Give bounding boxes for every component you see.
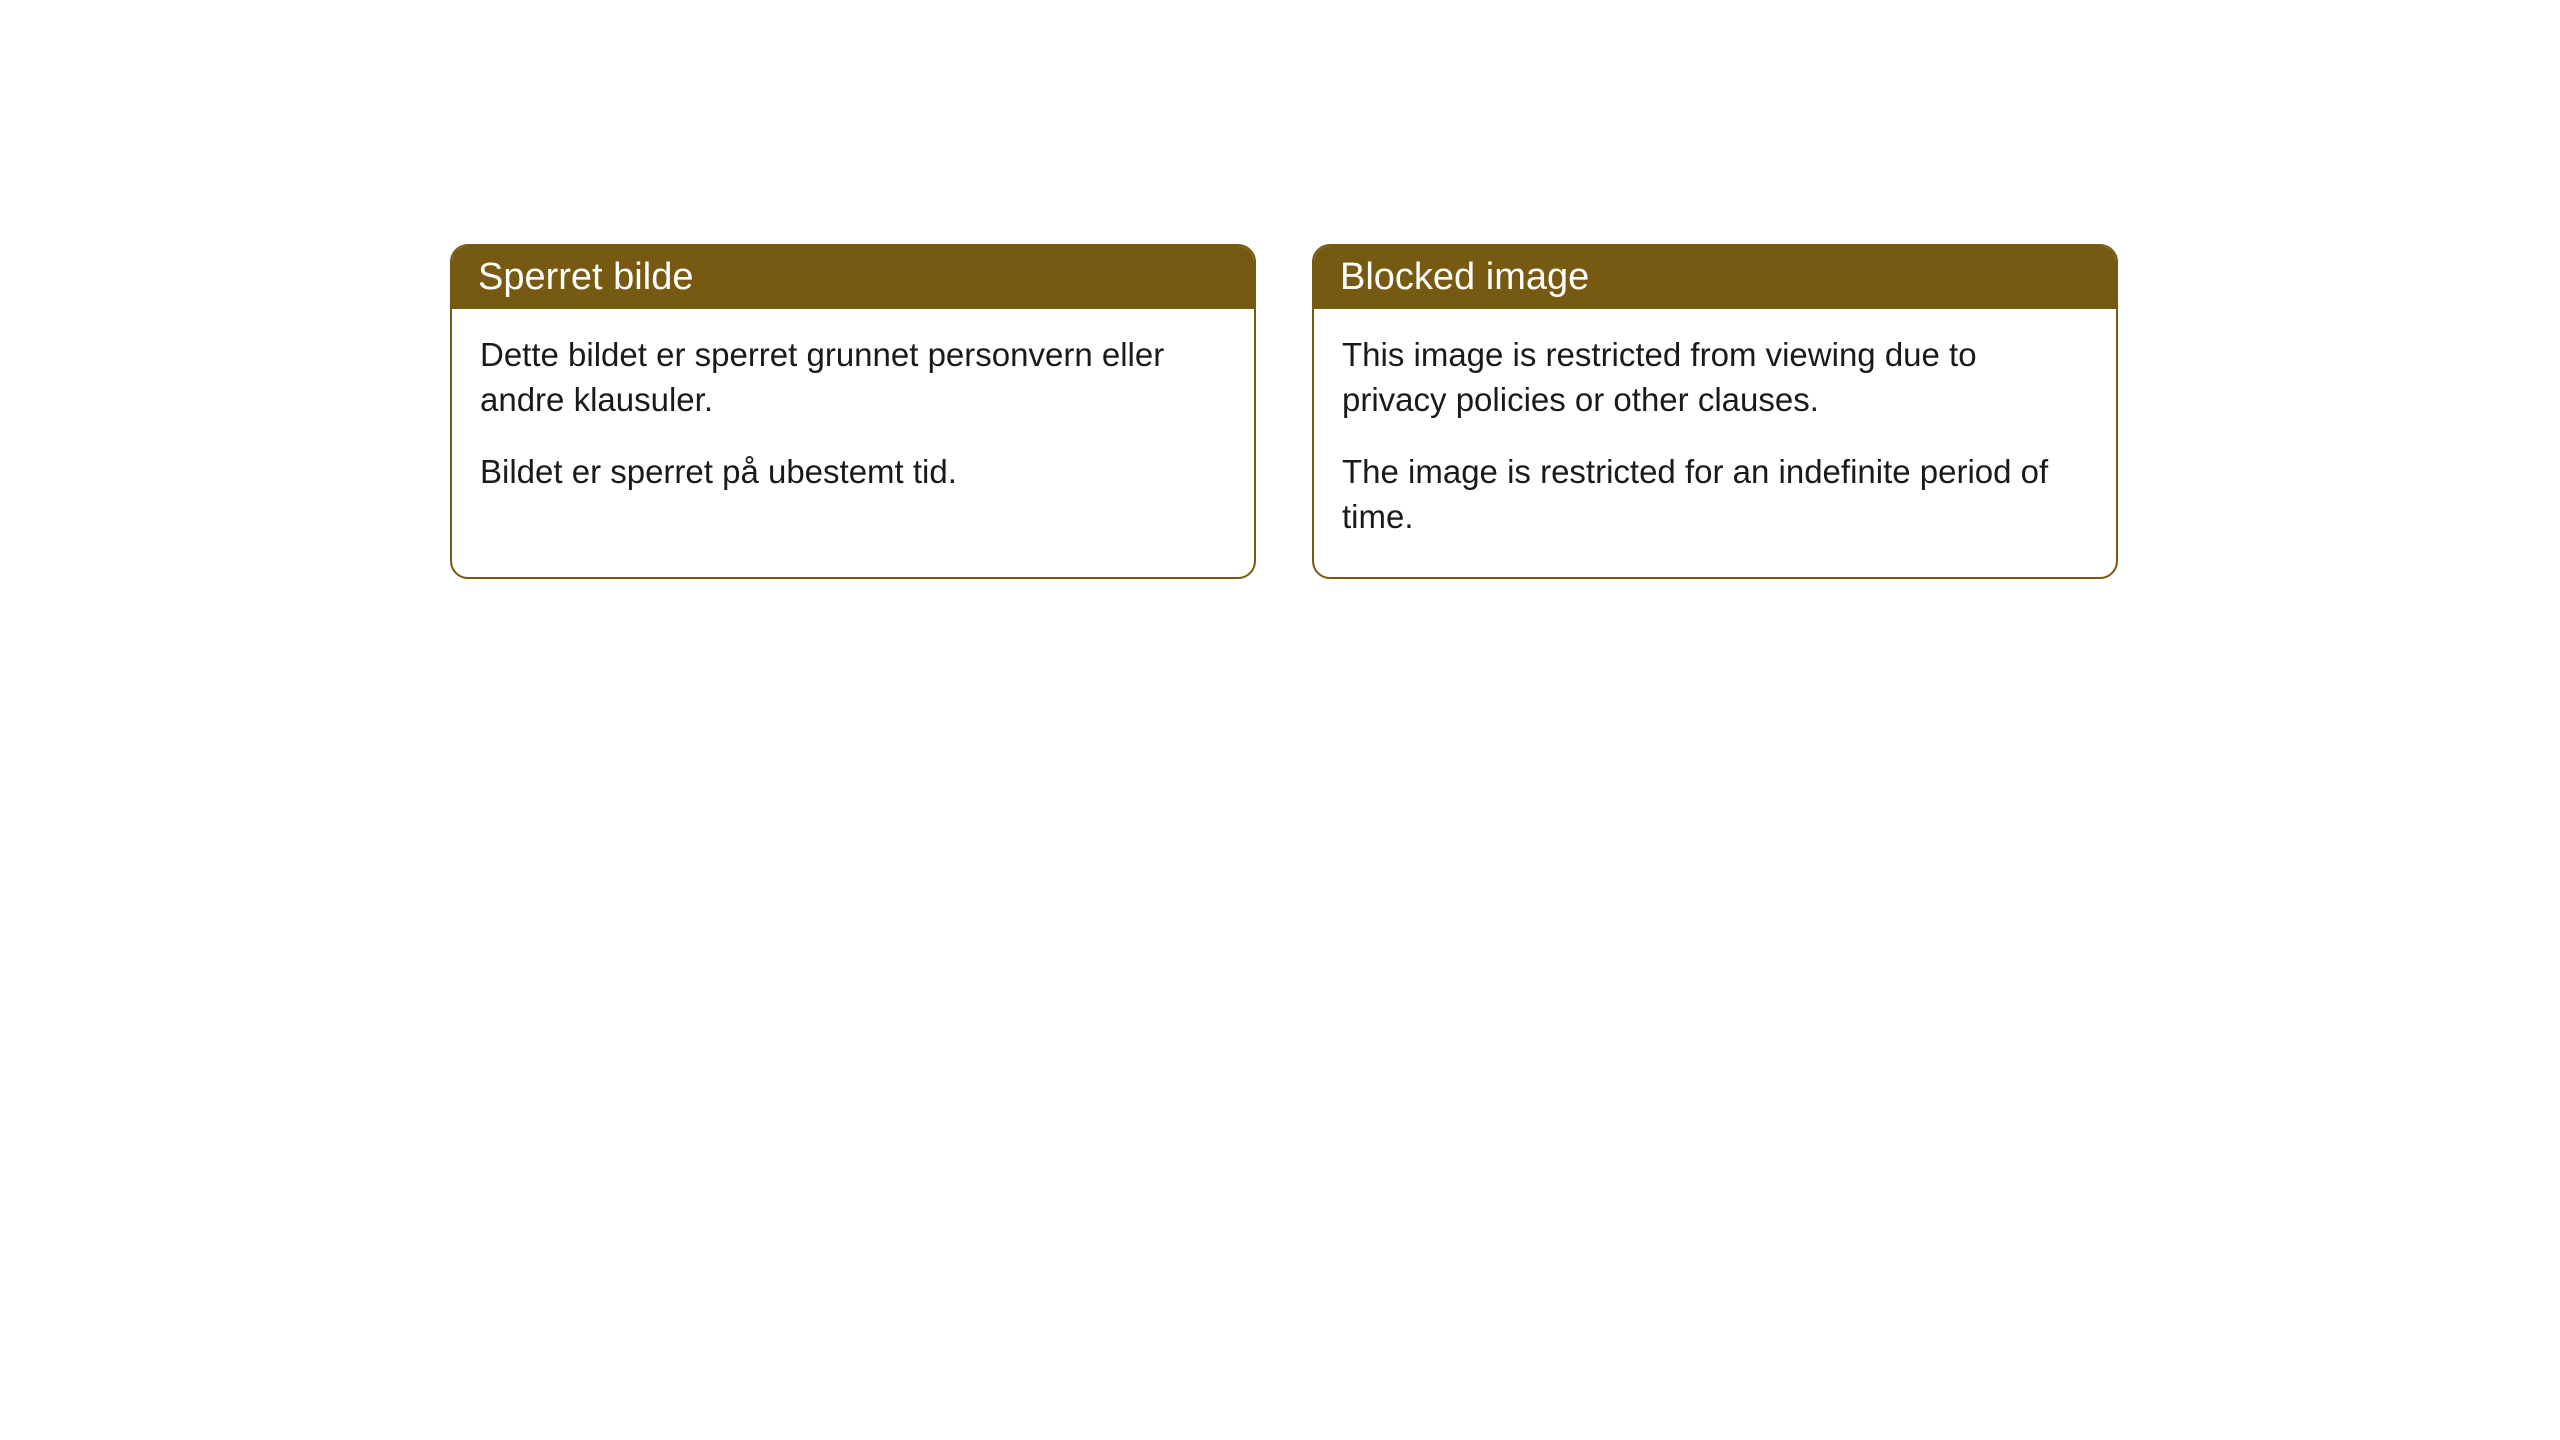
blocked-image-card-en: Blocked image This image is restricted f… [1312,244,2118,579]
card-header-en: Blocked image [1314,246,2116,309]
notice-cards-container: Sperret bilde Dette bildet er sperret gr… [450,244,2118,579]
card-paragraph-2-no: Bildet er sperret på ubestemt tid. [480,450,1226,495]
card-header-no: Sperret bilde [452,246,1254,309]
card-paragraph-2-en: The image is restricted for an indefinit… [1342,450,2088,539]
card-title-en: Blocked image [1340,256,1589,298]
card-paragraph-1-en: This image is restricted from viewing du… [1342,333,2088,422]
card-body-en: This image is restricted from viewing du… [1314,309,2116,577]
card-title-no: Sperret bilde [478,256,693,298]
card-body-no: Dette bildet er sperret grunnet personve… [452,309,1254,533]
blocked-image-card-no: Sperret bilde Dette bildet er sperret gr… [450,244,1256,579]
card-paragraph-1-no: Dette bildet er sperret grunnet personve… [480,333,1226,422]
